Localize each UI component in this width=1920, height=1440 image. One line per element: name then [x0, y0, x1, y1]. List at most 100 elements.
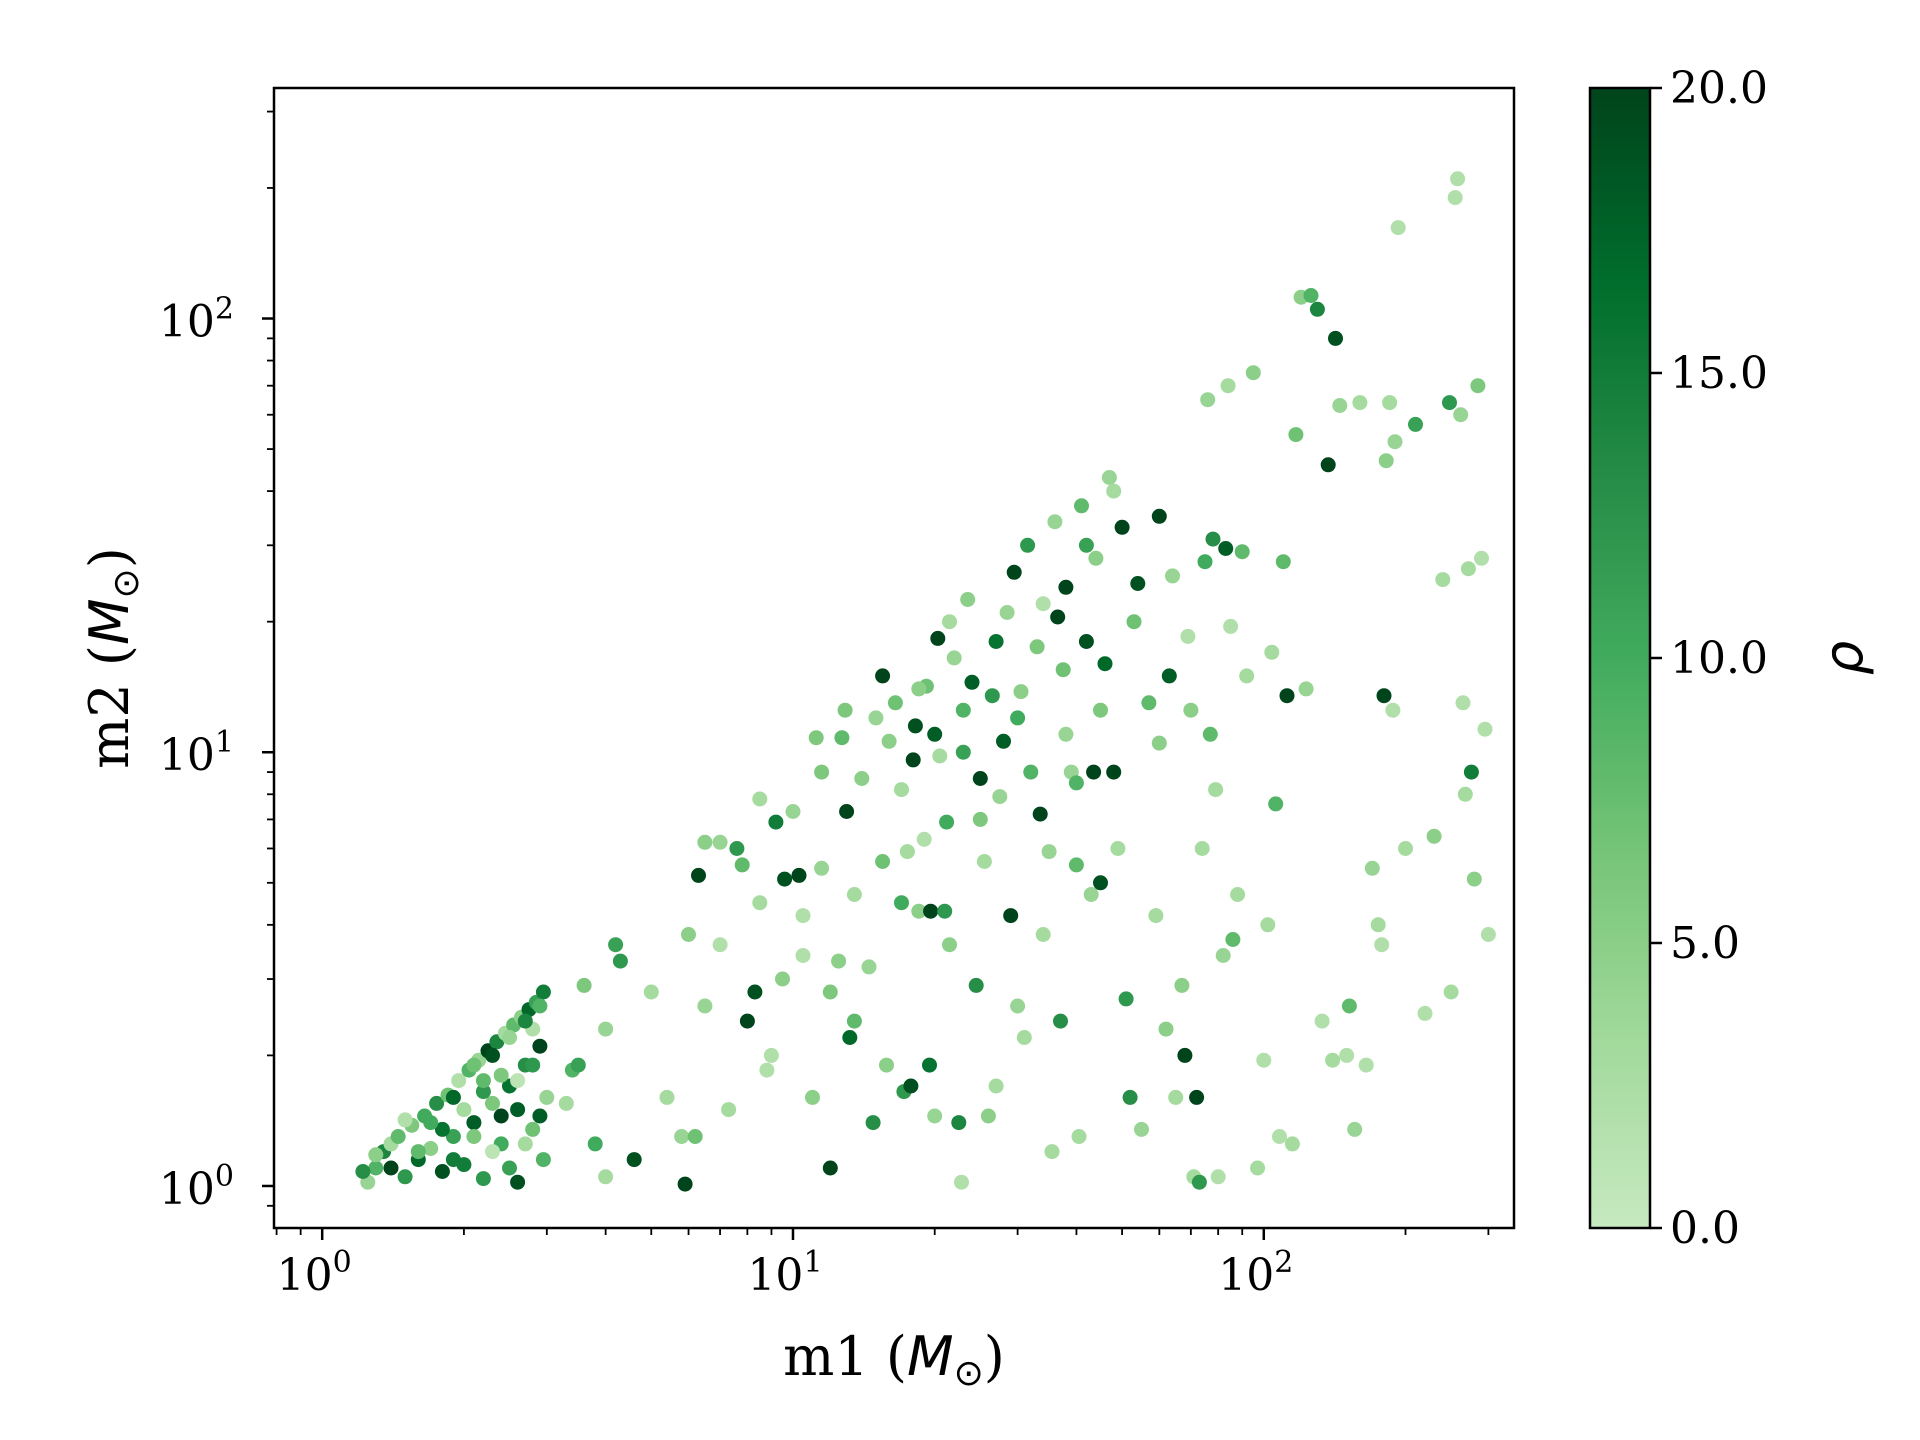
data-point-138 [976, 854, 992, 869]
data-point-147 [1010, 998, 1026, 1014]
data-point-226 [1325, 1052, 1341, 1068]
data-point-192 [1189, 1089, 1205, 1105]
data-point-280 [846, 1013, 862, 1029]
data-point-90 [768, 814, 784, 830]
data-point-72 [612, 953, 628, 969]
y-axis-ticks: 100 101 102 [159, 292, 274, 1215]
data-point-100 [831, 953, 847, 969]
data-point-271 [988, 634, 1004, 649]
data-point-58 [532, 1108, 548, 1124]
data-point-267 [1068, 775, 1084, 791]
data-point-188 [1177, 1047, 1193, 1063]
data-point-211 [1256, 1052, 1272, 1068]
data-point-141 [988, 1078, 1004, 1094]
data-point-56 [502, 1160, 517, 1176]
y-axis-label: m2 (M⊙) [78, 547, 147, 769]
data-point-124 [927, 1108, 943, 1124]
data-point-111 [881, 733, 897, 749]
data-point-265 [1093, 702, 1108, 718]
data-point-207 [1234, 544, 1250, 560]
data-point-82 [721, 1102, 737, 1118]
data-point-11 [434, 1164, 450, 1179]
data-point-183 [1158, 1021, 1174, 1037]
data-point-49 [445, 1089, 461, 1105]
data-point-248 [1443, 984, 1459, 1000]
x-tick-label: 100 [277, 1245, 352, 1301]
data-point-60 [445, 1152, 461, 1168]
data-point-43 [410, 1144, 426, 1160]
data-point-254 [1460, 561, 1476, 577]
data-point-250 [1450, 171, 1466, 187]
data-point-70 [598, 1021, 614, 1037]
data-point-63 [493, 1108, 509, 1124]
data-point-200 [1210, 1169, 1226, 1185]
data-point-5 [397, 1169, 413, 1185]
data-point-204 [1223, 618, 1239, 634]
data-point-59 [466, 1129, 482, 1144]
data-point-222 [1303, 288, 1319, 303]
data-point-195 [1197, 554, 1213, 570]
data-point-198 [1205, 531, 1221, 547]
data-point-115 [899, 844, 915, 860]
data-point-40 [475, 1084, 491, 1100]
data-point-136 [968, 977, 984, 993]
data-point-249 [1447, 190, 1463, 206]
data-point-130 [946, 650, 962, 666]
data-point-95 [805, 1089, 820, 1105]
data-point-4 [390, 1129, 406, 1144]
colorbar-tick-label: 20.0 [1670, 63, 1768, 114]
data-point-164 [1071, 1129, 1087, 1144]
data-point-119 [911, 903, 927, 919]
data-point-78 [687, 1129, 703, 1144]
data-point-112 [887, 695, 903, 711]
data-point-219 [1288, 427, 1304, 443]
data-point-31 [525, 1121, 541, 1137]
data-point-223 [1309, 301, 1325, 317]
data-point-284 [752, 895, 768, 911]
data-point-243 [1398, 841, 1413, 856]
data-point-74 [659, 1089, 675, 1105]
data-point-235 [1370, 917, 1386, 933]
data-point-213 [1264, 644, 1280, 660]
data-point-64 [475, 1073, 491, 1089]
data-point-145 [1003, 908, 1019, 924]
data-point-113 [894, 782, 909, 798]
data-point-101 [834, 730, 850, 746]
data-point-199 [1208, 782, 1224, 798]
data-point-196 [1200, 392, 1216, 408]
data-point-83 [729, 841, 745, 856]
data-point-48 [423, 1115, 439, 1131]
data-point-274 [942, 614, 957, 630]
data-point-108 [868, 710, 884, 726]
data-point-212 [1260, 917, 1276, 933]
data-point-246 [1426, 828, 1442, 844]
data-point-283 [775, 971, 790, 987]
data-point-116 [903, 1078, 919, 1094]
data-point-13 [445, 1129, 461, 1144]
data-point-228 [1332, 398, 1348, 413]
data-point-167 [1083, 887, 1099, 902]
data-point-93 [791, 867, 807, 883]
data-point-165 [1074, 498, 1089, 514]
data-point-282 [795, 908, 811, 924]
colorbar-ticks: 0.0 5.0 10.0 15.0 20.0 [1650, 63, 1768, 1254]
data-point-171 [1097, 656, 1113, 672]
data-point-285 [712, 937, 728, 953]
data-point-51 [485, 1047, 500, 1063]
data-point-97 [814, 860, 830, 876]
data-point-45 [368, 1147, 384, 1163]
data-point-68 [587, 1136, 603, 1152]
data-point-247 [1435, 572, 1451, 588]
data-point-42 [434, 1121, 450, 1137]
data-point-103 [839, 804, 855, 819]
data-point-106 [854, 771, 870, 786]
data-point-230 [1341, 998, 1357, 1014]
data-point-239 [1382, 395, 1398, 411]
data-point-272 [972, 811, 988, 827]
data-point-262 [1151, 735, 1167, 751]
data-point-209 [1245, 365, 1261, 381]
data-point-185 [1165, 568, 1180, 584]
data-point-201 [1215, 948, 1231, 963]
data-point-202 [1218, 541, 1234, 556]
data-point-71 [608, 937, 624, 953]
